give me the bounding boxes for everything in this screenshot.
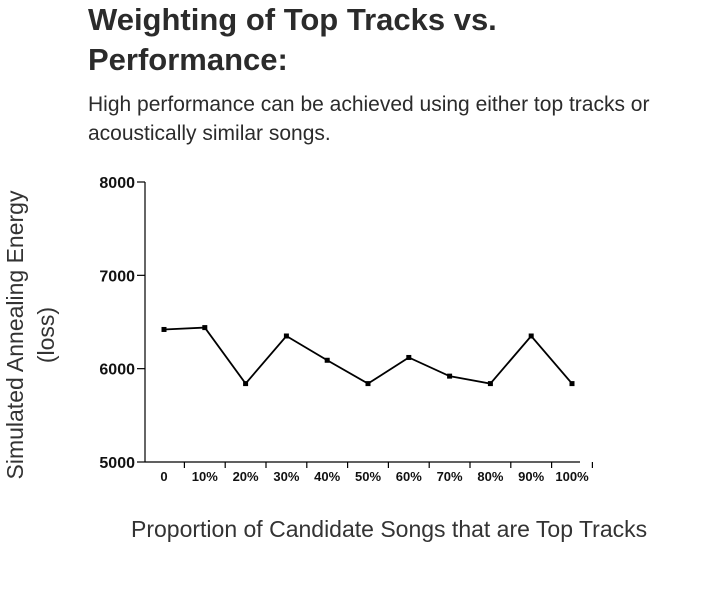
data-point [528,333,534,339]
x-tick-label: 0 [160,469,167,484]
data-point [283,333,289,339]
data-point [243,381,249,387]
y-tick-label: 5000 [99,455,135,472]
series-line [163,326,573,386]
x-tick-label: 40% [314,469,340,484]
series-line-group [163,326,573,386]
chart-title: Weighting of Top Tracks vs. Performance: [88,2,497,77]
x-tick-label: 20% [233,469,259,484]
x-tick-label: 50% [355,469,381,484]
data-point [324,357,330,363]
data-point [447,373,453,379]
y-tick-label: 7000 [99,268,135,285]
x-axis-label: Proportion of Candidate Songs that are T… [131,516,648,542]
x-tick-label: 80% [477,469,503,484]
chart-axes [144,182,580,463]
x-tick-label: 60% [396,469,422,484]
x-tick-label: 70% [437,469,463,484]
data-point [161,326,167,332]
y-axis-label: Simulated Annealing Energy (loss) [2,190,59,480]
chart-subtitle: High performance can be achieved using e… [88,93,650,145]
x-tick-label: 100% [555,469,589,484]
axis-ticks: 5000 6000 7000 8000 0 10% 20% 30% 40% 50% 60% 70% 80… [99,175,594,484]
y-axis-label-container: Simulated Annealing Energy (loss) [0,190,70,480]
data-point [365,381,371,387]
data-point [487,381,493,387]
data-point [202,325,208,331]
x-tick-label: 10% [192,469,218,484]
x-tick-label: 30% [273,469,299,484]
data-points [161,325,575,387]
y-tick-label: 8000 [99,175,135,192]
x-tick-label: 90% [518,469,544,484]
data-point [406,354,412,360]
data-point [569,381,575,387]
y-tick-label: 6000 [99,362,135,379]
